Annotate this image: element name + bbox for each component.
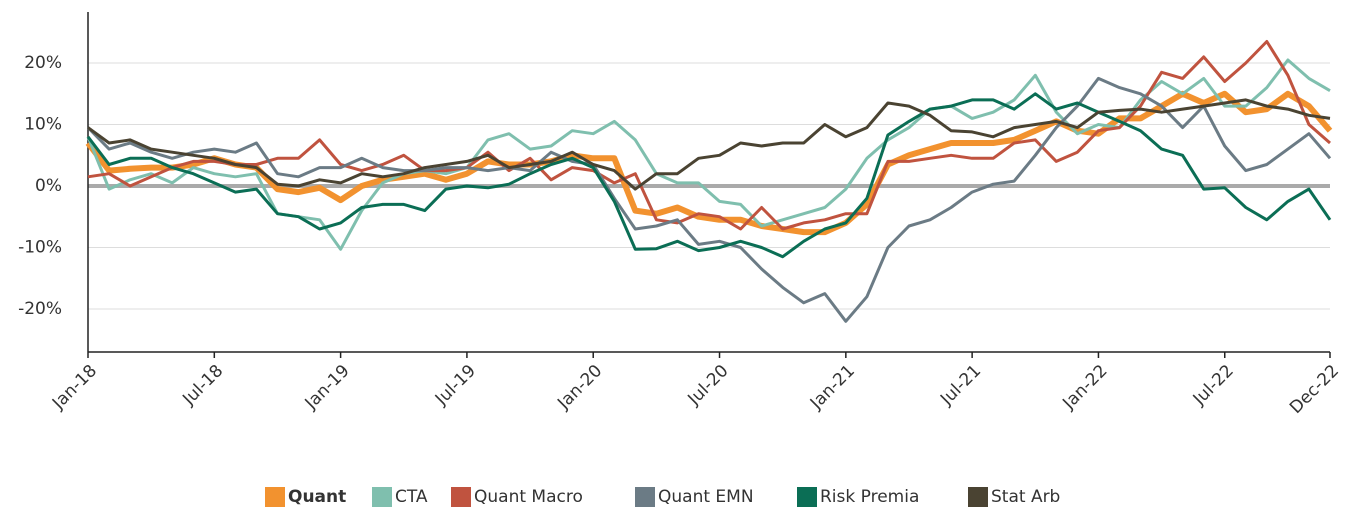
legend-swatch	[372, 487, 392, 507]
y-tick-label: 20%	[24, 53, 62, 73]
series-line	[85, 90, 1333, 236]
x-tick-label: Jan-21	[806, 361, 859, 414]
legend-label: Stat Arb	[991, 487, 1060, 507]
legend-label: Quant Macro	[474, 487, 583, 507]
x-tick-label: Dec-22	[1286, 361, 1343, 418]
legend-label: Quant EMN	[658, 487, 754, 507]
x-tick-label: Jul-20	[684, 361, 733, 410]
y-tick-label: 10%	[24, 115, 62, 135]
x-tick-label: Jul-19	[431, 361, 480, 410]
y-tick-label: -20%	[18, 299, 62, 319]
x-tick-label: Jan-19	[301, 361, 354, 414]
legend-label: Risk Premia	[820, 487, 919, 507]
legend-label: Quant	[288, 487, 346, 507]
legend-label: CTA	[395, 487, 428, 507]
x-tick-label: Jan-22	[1058, 361, 1111, 414]
legend-swatch	[968, 487, 988, 507]
series-line	[86, 92, 1332, 259]
x-tick-label: Jan-20	[553, 361, 606, 414]
series-line	[87, 98, 1331, 191]
series-line	[86, 76, 1332, 323]
legend-swatch	[797, 487, 817, 507]
legend-swatch	[635, 487, 655, 507]
y-tick-label: 0%	[35, 176, 62, 196]
y-tick-label: -10%	[18, 237, 62, 257]
legend-swatch	[451, 487, 471, 507]
x-tick-label: Jul-21	[936, 361, 985, 410]
legend-swatch	[265, 487, 285, 507]
x-tick-label: Jul-18	[178, 361, 227, 410]
x-tick-label: Jul-22	[1189, 361, 1238, 410]
x-tick-label: Jan-18	[48, 361, 101, 414]
